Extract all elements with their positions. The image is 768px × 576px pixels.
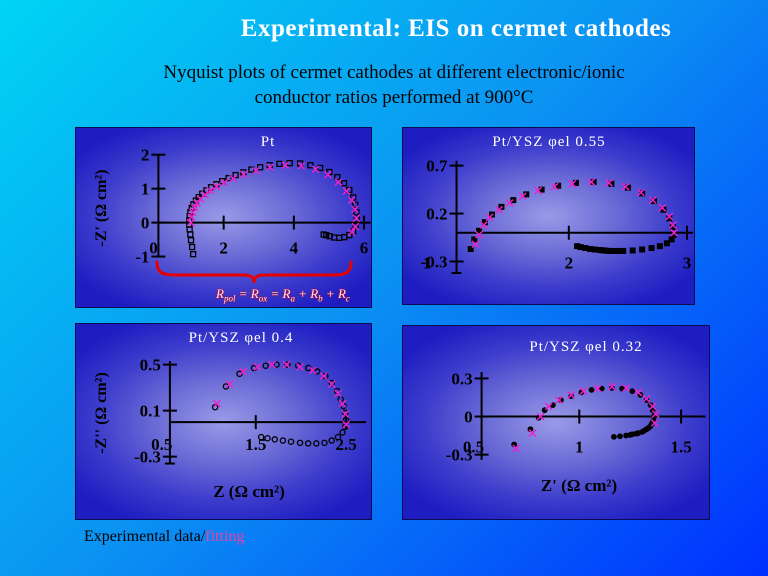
plot-title-ptysz-032: Pt/YSZ φel 0.32	[529, 339, 643, 355]
svg-text:3: 3	[683, 254, 692, 273]
svg-text:0: 0	[141, 214, 150, 233]
plot-title-ptysz-055: Pt/YSZ φel 0.55	[492, 134, 606, 150]
svg-text:1: 1	[423, 254, 432, 273]
equation-annotation: Rpol = Rox = Ra + Rb + Rc	[216, 286, 350, 304]
svg-text:0.7: 0.7	[426, 157, 448, 176]
plot-canvas-ptysz-032: 0.5 1 1.5 0.3 0 -0.3	[446, 369, 706, 465]
svg-text:-0.3: -0.3	[446, 446, 473, 465]
svg-text:4: 4	[290, 239, 299, 258]
svg-text:0.5: 0.5	[151, 435, 172, 454]
caption: Experimental data/fitting	[84, 528, 244, 546]
svg-text:2: 2	[219, 239, 228, 258]
brace-annotation	[155, 260, 353, 284]
svg-text:1: 1	[575, 438, 584, 457]
slide-subtitle: Nyquist plots of cermet cathodes at diff…	[20, 60, 768, 110]
caption-fitting: fitting	[205, 528, 245, 545]
nyquist-plot-ptysz-055: 1 2 3 0.7 0.2 -0.3 Pt/YSZ φel 0.55	[402, 127, 695, 305]
svg-text:1.5: 1.5	[670, 438, 691, 457]
plot-title-pt: Pt	[260, 134, 276, 150]
subtitle-line2: conductor ratios performed at 900°C	[254, 87, 534, 108]
svg-text:0.1: 0.1	[140, 402, 161, 421]
y-axis-label-ptysz-04: -Z'' (Ω cm²)	[93, 372, 110, 454]
nyquist-plot-pt: 0 2 4 6 2 1 0 -1 Pt -Z' (Ω cm²) Rpol = Rox = Ra…	[75, 127, 372, 308]
svg-text:2: 2	[141, 146, 150, 165]
subtitle-line1: Nyquist plots of cermet cathodes at diff…	[163, 62, 625, 83]
x-axis-label-ptysz-04: Z (Ω cm²)	[213, 482, 285, 501]
svg-text:2.5: 2.5	[336, 435, 357, 454]
svg-text:2: 2	[565, 254, 574, 273]
svg-text:0.5: 0.5	[140, 356, 161, 375]
plot-title-ptysz-04: Pt/YSZ φel 0.4	[188, 330, 294, 346]
svg-text:0.2: 0.2	[426, 205, 447, 224]
nyquist-plot-ptysz-04: 0.5 1.5 2.5 0.5 0.1 -0.3 Pt/YSZ φel 0.4 -Z'' …	[75, 323, 372, 520]
svg-text:0.5: 0.5	[463, 438, 484, 457]
svg-text:0.3: 0.3	[451, 369, 472, 388]
slide-title: Experimental: EIS on cermet cathodes	[240, 15, 672, 42]
svg-text:0: 0	[149, 239, 158, 258]
nyquist-plot-ptysz-032: 0.5 1 1.5 0.3 0 -0.3 Pt/YSZ φel 0.32 Z' (Ω cm…	[402, 325, 710, 520]
y-axis-label-pt: -Z' (Ω cm²)	[93, 169, 110, 247]
svg-text:1: 1	[141, 180, 150, 199]
plot-canvas-ptysz-055: 1 2 3 0.7 0.2 -0.3	[421, 157, 693, 275]
svg-text:0: 0	[464, 408, 473, 427]
svg-text:-0.3: -0.3	[421, 253, 448, 272]
plot-canvas-ptysz-04: 0.5 1.5 2.50.50.1-0.3	[134, 356, 367, 467]
svg-text:-1: -1	[135, 248, 149, 267]
x-axis-label-ptysz-032: Z' (Ω cm²)	[540, 476, 618, 495]
svg-text:-0.3: -0.3	[134, 448, 161, 467]
caption-experimental: Experimental data/	[84, 528, 206, 545]
svg-text:6: 6	[360, 239, 369, 258]
